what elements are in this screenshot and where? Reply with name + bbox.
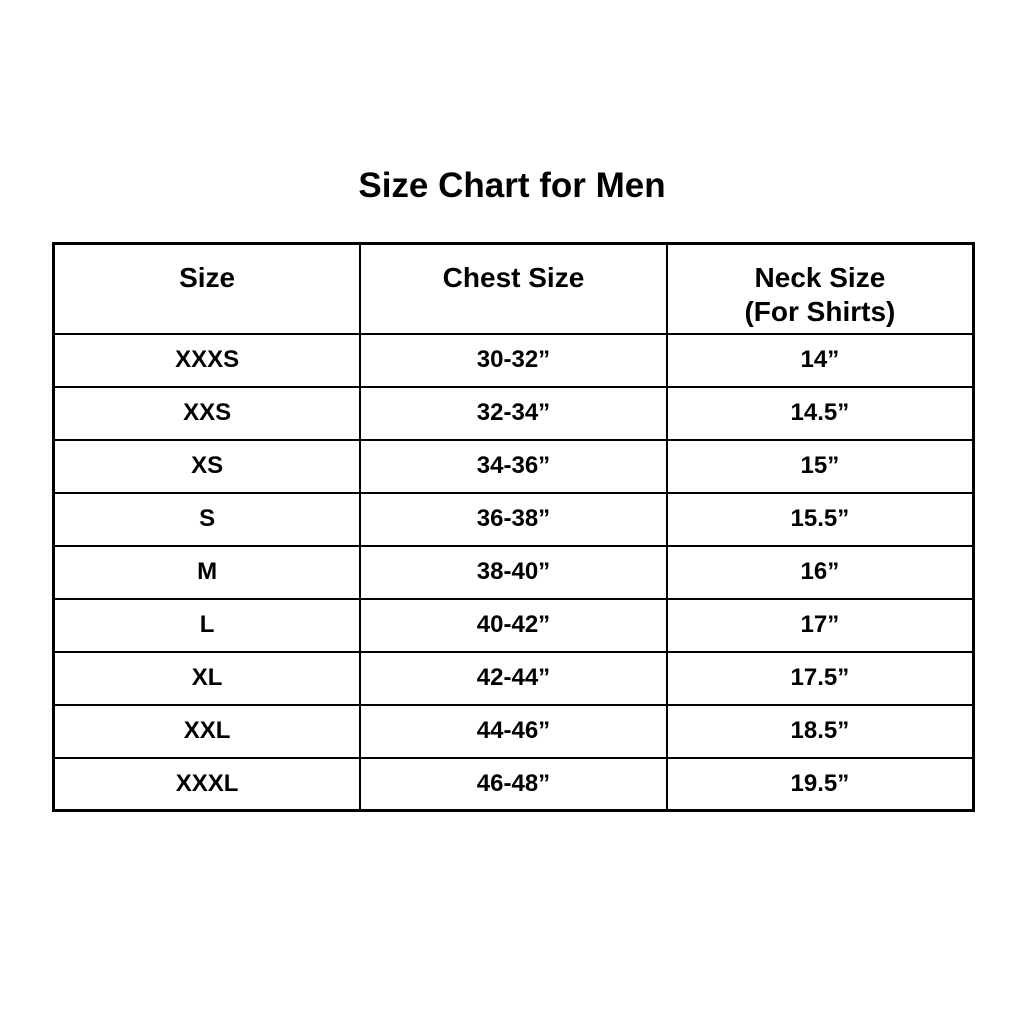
table-row: S 36-38” 15.5” [52,491,975,547]
neck-cell: 15.5” [665,491,975,547]
chest-cell: 42-44” [359,650,668,706]
page-title: Size Chart for Men [358,166,666,205]
header-neck-size-sublabel: (For Shirts) [744,295,896,327]
header-neck-size-label: Neck Size [754,262,886,293]
header-neck-size: Neck Size (For Shirts) [665,242,975,335]
table-body: XXXS 30-32” 14” XXS 32-34” 14.5” XS 34-3… [52,332,975,812]
neck-cell: 16” [665,544,975,600]
size-cell: L [52,597,362,653]
size-cell: M [52,544,362,600]
size-chart-table: Size Chest Size Neck Size (For Shirts) X… [52,242,975,812]
table-row: XS 34-36” 15” [52,438,975,494]
table-row: L 40-42” 17” [52,597,975,653]
table-row: XXXL 46-48” 19.5” [52,756,975,812]
table-row: M 38-40” 16” [52,544,975,600]
table-row: XXL 44-46” 18.5” [52,703,975,759]
neck-cell: 17” [665,597,975,653]
table-row: XXXS 30-32” 14” [52,332,975,388]
size-cell: XS [52,438,362,494]
table-header-row: Size Chest Size Neck Size (For Shirts) [52,242,975,335]
neck-cell: 14.5” [665,385,975,441]
size-cell: XXXL [52,756,362,812]
neck-cell: 18.5” [665,703,975,759]
neck-cell: 19.5” [665,756,975,812]
header-size: Size [52,242,362,335]
chest-cell: 36-38” [359,491,668,547]
neck-cell: 15” [665,438,975,494]
table-header: Size Chest Size Neck Size (For Shirts) [52,242,975,335]
chest-cell: 34-36” [359,438,668,494]
chest-cell: 32-34” [359,385,668,441]
size-cell: S [52,491,362,547]
chest-cell: 38-40” [359,544,668,600]
neck-cell: 17.5” [665,650,975,706]
header-chest-size: Chest Size [359,242,668,335]
chest-cell: 40-42” [359,597,668,653]
chest-cell: 44-46” [359,703,668,759]
header-size-label: Size [179,262,236,293]
header-chest-size-label: Chest Size [442,262,585,293]
chest-cell: 46-48” [359,756,668,812]
neck-cell: 14” [665,332,975,388]
size-cell: XXS [52,385,362,441]
table-row: XXS 32-34” 14.5” [52,385,975,441]
size-cell: XXXS [52,332,362,388]
size-cell: XXL [52,703,362,759]
table-row: XL 42-44” 17.5” [52,650,975,706]
size-cell: XL [52,650,362,706]
chest-cell: 30-32” [359,332,668,388]
